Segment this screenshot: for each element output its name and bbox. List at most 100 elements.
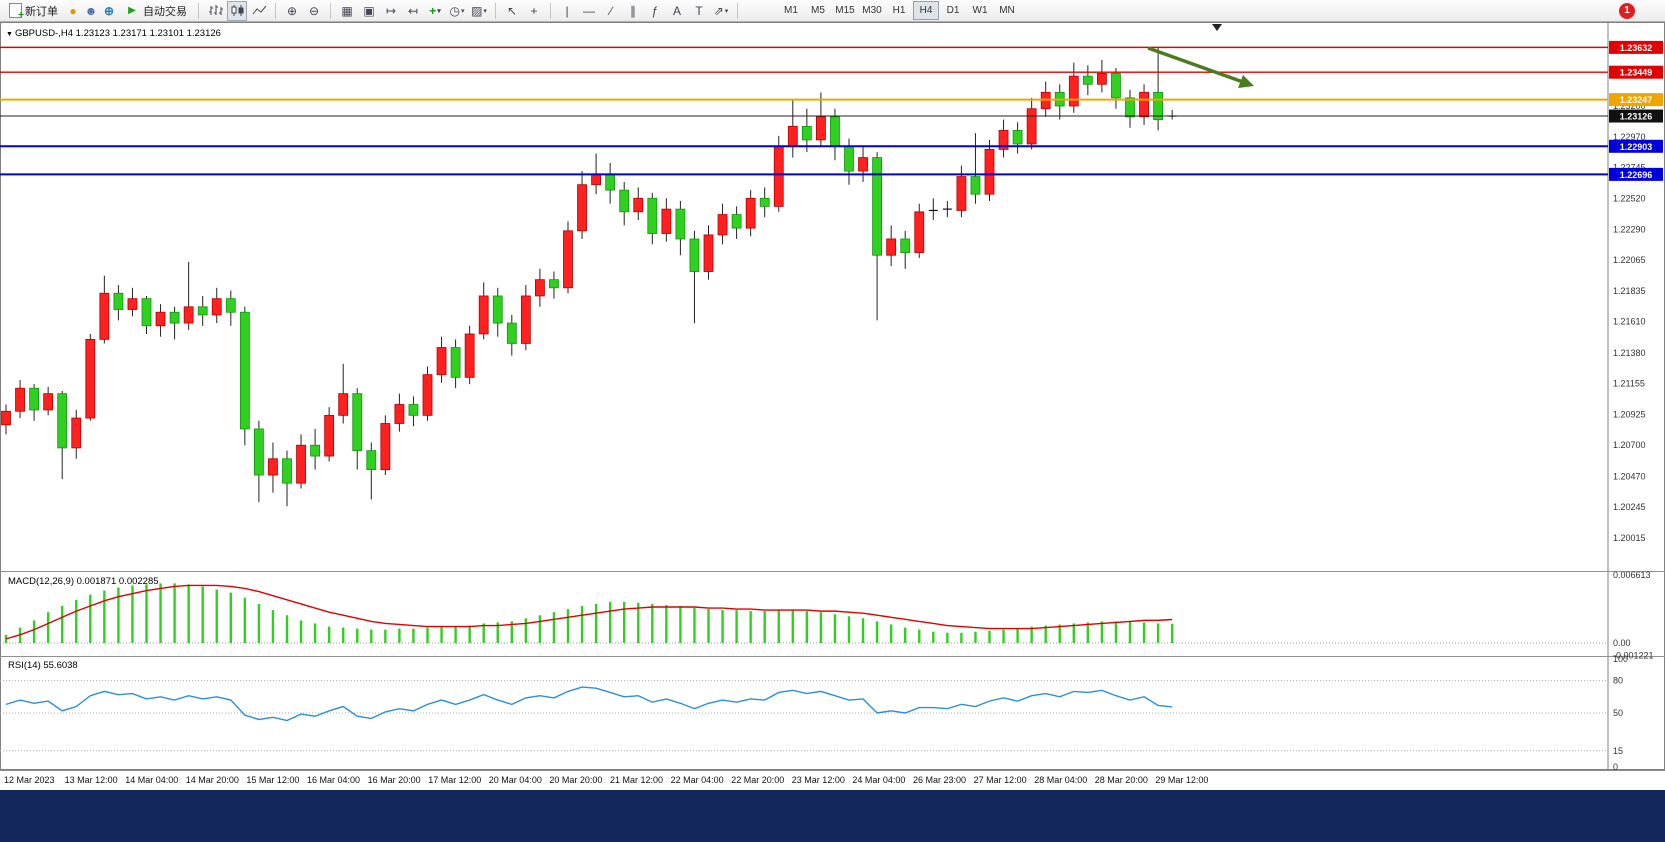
- timeframe-W1[interactable]: W1: [972, 5, 988, 16]
- notification-badge[interactable]: 1: [1619, 2, 1635, 19]
- time-label: 16 Mar 04:00: [307, 775, 361, 785]
- horizontal-line-icon[interactable]: —: [583, 3, 595, 18]
- chart-shift-icon[interactable]: ↤: [407, 3, 419, 18]
- current-price-label: 1.23126: [1620, 112, 1653, 122]
- timeframe-H4[interactable]: H4: [913, 1, 939, 20]
- rsi-label: RSI(14) 55.6038: [8, 660, 78, 671]
- trend-arrow[interactable]: [1147, 46, 1244, 84]
- time-label: 22 Mar 04:00: [670, 775, 724, 785]
- rsi-line: [5, 686, 1173, 722]
- timeframe-M5[interactable]: M5: [811, 5, 825, 16]
- label-icon[interactable]: T: [695, 3, 703, 18]
- candle: [1012, 130, 1023, 145]
- candlestick-icon[interactable]: [227, 0, 247, 21]
- timeframe-H1[interactable]: H1: [892, 5, 906, 16]
- autotrading-label: 自动交易: [143, 5, 187, 18]
- symbol-dropdown-icon[interactable]: ▼: [6, 31, 13, 38]
- candle: [197, 306, 208, 316]
- cascade-windows-icon[interactable]: ▣: [363, 3, 375, 18]
- tile-windows-icon[interactable]: ▦: [341, 3, 353, 18]
- candle: [787, 125, 798, 148]
- trendline-icon[interactable]: ∕: [609, 3, 612, 18]
- candle: [970, 176, 981, 195]
- vertical-line-icon[interactable]: |: [565, 3, 569, 18]
- autotrading-icon: ▶: [128, 5, 136, 16]
- time-label: 20 Mar 20:00: [549, 775, 603, 785]
- macd-axis-label: 0.00: [1613, 638, 1631, 648]
- periods-icon[interactable]: ◷ ▾: [449, 3, 465, 18]
- candle: [858, 157, 868, 172]
- candle: [169, 311, 180, 324]
- level-badge: [1609, 65, 1663, 79]
- rsi-axis-label: 15: [1613, 746, 1623, 756]
- candle: [914, 211, 925, 253]
- timeframe-M15[interactable]: M15: [835, 5, 855, 16]
- chart-region[interactable]: 1.232001.229701.227451.225201.222901.220…: [0, 22, 1665, 770]
- candle: [225, 298, 236, 313]
- globe-icon[interactable]: ⊕: [103, 3, 115, 18]
- indicators-icon[interactable]: + ▾: [429, 3, 441, 18]
- bar-chart-icon[interactable]: [205, 1, 225, 21]
- macd-label: MACD(12,26,9) 0.001871 0.002285: [8, 576, 159, 587]
- candle: [773, 146, 784, 207]
- time-label: 14 Mar 04:00: [125, 775, 179, 785]
- price-axis-label: 1.22290: [1613, 224, 1646, 234]
- timeframe-M30[interactable]: M30: [862, 5, 882, 16]
- level-badge-label: 1.23247: [1620, 95, 1653, 105]
- coin-icon[interactable]: ●: [69, 3, 77, 18]
- zoom-in-icon[interactable]: ⊕: [286, 3, 298, 18]
- cursor-icon[interactable]: ↖: [506, 3, 518, 18]
- candle: [872, 157, 882, 256]
- candle: [956, 176, 967, 211]
- price-axis-label: 1.22520: [1613, 193, 1646, 203]
- candle: [1125, 97, 1135, 118]
- candle: [211, 298, 222, 316]
- autotrading-button[interactable]: ▶ 自动交易: [119, 1, 192, 21]
- candle: [1068, 75, 1079, 107]
- crosshair-icon[interactable]: +: [530, 3, 538, 18]
- candle: [141, 298, 152, 327]
- channel-icon[interactable]: ∥: [630, 3, 636, 18]
- profile-icon[interactable]: ☻: [84, 3, 98, 18]
- auto-scroll-icon[interactable]: ↦: [385, 3, 397, 18]
- macd-signal-line: [5, 584, 1173, 640]
- template-icon[interactable]: ▨ ▾: [471, 3, 487, 18]
- price-axis-label: 1.22065: [1613, 255, 1646, 265]
- candle: [127, 298, 138, 310]
- timeframe-M1[interactable]: M1: [784, 5, 798, 16]
- chart-canvas[interactable]: 1.232001.229701.227451.225201.222901.220…: [0, 22, 1665, 770]
- candle: [1139, 92, 1149, 118]
- candle: [689, 238, 700, 272]
- time-label: 26 Mar 23:00: [913, 775, 967, 785]
- fibonacci-icon[interactable]: ƒ: [651, 3, 659, 18]
- new-order-button[interactable]: 新订单: [4, 1, 63, 21]
- level-badge-label: 1.23449: [1620, 68, 1653, 78]
- time-label: 14 Mar 20:00: [185, 775, 239, 785]
- text-icon[interactable]: A: [672, 3, 681, 18]
- candle: [268, 458, 278, 476]
- candle: [352, 393, 363, 452]
- time-label: 12 Mar 2023: [4, 775, 55, 785]
- candle: [282, 458, 292, 484]
- time-axis[interactable]: 12 Mar 2023 13 Mar 12:00 14 Mar 04:00 14 Ma…: [0, 770, 1665, 790]
- toolbar-separator: [330, 2, 331, 19]
- timeframe-MN[interactable]: MN: [999, 5, 1015, 16]
- candle: [380, 423, 391, 471]
- candle: [900, 238, 911, 253]
- line-chart-icon[interactable]: [249, 1, 269, 21]
- candle: [296, 444, 306, 484]
- arrows-icon[interactable]: ⇗ ▾: [713, 3, 729, 18]
- timeframe-D1[interactable]: D1: [946, 5, 960, 16]
- price-axis-label: 1.20470: [1613, 471, 1646, 481]
- candle: [816, 116, 826, 141]
- chart-shift-marker: [1212, 24, 1222, 31]
- candle: [253, 428, 264, 476]
- candle: [591, 173, 601, 186]
- candle: [717, 214, 728, 236]
- time-label: 16 Mar 20:00: [367, 775, 421, 785]
- candle: [85, 338, 96, 419]
- candle: [998, 130, 1009, 150]
- candle: [745, 197, 756, 229]
- candle: [647, 197, 658, 234]
- zoom-out-icon[interactable]: ⊖: [308, 3, 320, 18]
